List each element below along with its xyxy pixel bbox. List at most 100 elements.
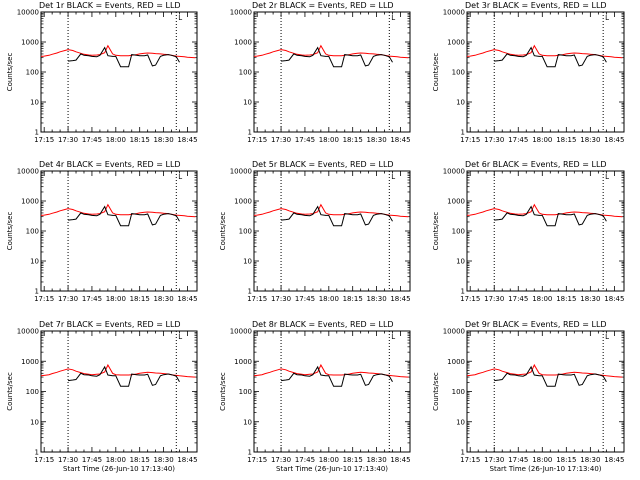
y-tick-label: 10000 (443, 9, 465, 17)
events-series-line (281, 205, 393, 227)
panel-title: Det 5r BLACK = Events, RED = LLD (252, 160, 394, 169)
x-tick-label: 17:15 (460, 456, 480, 464)
x-tick-label: 18:15 (130, 295, 150, 303)
x-tick-label: 17:30 (58, 456, 78, 464)
x-tick-label: 18:30 (366, 295, 386, 303)
x-tick-label: 18:00 (106, 136, 126, 144)
y-tick-label: 100 (452, 388, 465, 396)
x-tick-label: 17:45 (508, 456, 528, 464)
y-tick-label: 10000 (17, 168, 39, 176)
x-tick-label: 18:45 (390, 136, 410, 144)
events-series-line (494, 365, 607, 387)
y-tick-label: 1000 (447, 358, 465, 366)
x-tick-label: 18:00 (532, 295, 552, 303)
y-tick-label: 100 (239, 388, 252, 396)
x-tick-label: 18:30 (153, 456, 173, 464)
x-tick-label: 18:15 (130, 456, 150, 464)
y-tick-label: 10 (30, 258, 39, 266)
x-tick-label: 18:00 (319, 295, 339, 303)
y-tick-label: 10000 (17, 9, 39, 17)
panel-title: Det 7r BLACK = Events, RED = LLD (39, 320, 181, 329)
y-tick-label: 10 (243, 258, 252, 266)
panel: Det 5r BLACK = Events, RED = LLD 1 10 100 10… (219, 160, 411, 303)
time-marker-label: L (605, 173, 609, 181)
y-tick-label: 1 (248, 288, 252, 296)
x-tick-label: 17:30 (484, 295, 504, 303)
x-tick-label: 18:15 (343, 136, 363, 144)
y-tick-label: 10000 (443, 328, 465, 336)
y-tick-label: 1000 (21, 358, 39, 366)
x-tick-label: 18:30 (580, 295, 600, 303)
x-tick-label: 17:45 (295, 136, 315, 144)
y-tick-label: 1000 (21, 39, 39, 47)
events-series-line (68, 365, 180, 387)
x-tick-label: 17:45 (82, 456, 102, 464)
plot-frame (40, 330, 198, 453)
x-tick-label: 18:15 (556, 295, 576, 303)
panel: Det 4r BLACK = Events, RED = LLD 1 10 100 10… (6, 160, 198, 303)
x-tick-label: 17:15 (247, 456, 267, 464)
x-tick-label: 18:45 (177, 136, 197, 144)
y-tick-label: 100 (239, 69, 252, 77)
events-series-line (494, 46, 607, 68)
x-tick-label: 17:45 (82, 295, 102, 303)
y-tick-label: 10 (30, 418, 39, 426)
y-tick-label: 100 (452, 69, 465, 77)
x-tick-label: 17:15 (460, 136, 480, 144)
x-axis-label: Start Time (26-Jun-10 17:13:40) (490, 465, 602, 473)
x-tick-label: 18:30 (580, 456, 600, 464)
panel-title: Det 6r BLACK = Events, RED = LLD (465, 160, 607, 169)
y-tick-label: 10 (243, 99, 252, 107)
panel-title: Det 3r BLACK = Events, RED = LLD (465, 1, 607, 10)
panel: Det 1r BLACK = Events, RED = LLD 1 10 100 10… (6, 1, 198, 144)
plot-frame (466, 11, 625, 133)
x-tick-label: 18:30 (153, 136, 173, 144)
x-tick-label: 17:45 (508, 295, 528, 303)
x-tick-label: 18:15 (556, 456, 576, 464)
plot-frame (253, 11, 411, 133)
plot-frame (466, 170, 625, 292)
x-tick-label: 18:30 (366, 136, 386, 144)
x-tick-label: 17:15 (34, 295, 54, 303)
x-tick-label: 18:45 (604, 456, 624, 464)
y-tick-label: 10 (243, 418, 252, 426)
x-tick-label: 17:45 (508, 136, 528, 144)
y-tick-label: 1 (461, 449, 465, 457)
y-tick-label: 1 (35, 288, 39, 296)
x-tick-label: 18:00 (106, 456, 126, 464)
y-tick-label: 10000 (17, 328, 39, 336)
x-tick-label: 18:15 (556, 136, 576, 144)
x-axis-label: Start Time (26-Jun-10 17:13:40) (63, 465, 175, 473)
panel-title: Det 4r BLACK = Events, RED = LLD (39, 160, 181, 169)
x-tick-label: 17:30 (484, 136, 504, 144)
x-tick-label: 17:45 (295, 295, 315, 303)
x-tick-label: 17:30 (271, 136, 291, 144)
x-tick-label: 18:30 (366, 456, 386, 464)
panel-title: Det 8r BLACK = Events, RED = LLD (252, 320, 394, 329)
events-series-line (68, 205, 180, 227)
x-tick-label: 17:15 (34, 136, 54, 144)
time-marker-label: L (605, 333, 609, 341)
events-series-line (494, 205, 607, 227)
x-tick-label: 18:15 (130, 136, 150, 144)
y-tick-label: 10000 (443, 168, 465, 176)
y-tick-label: 1 (248, 449, 252, 457)
y-tick-label: 10 (30, 99, 39, 107)
x-tick-label: 18:45 (604, 295, 624, 303)
time-marker-label: L (391, 333, 395, 341)
y-tick-label: 10000 (230, 328, 252, 336)
time-marker-label: L (391, 14, 395, 22)
y-tick-label: 10000 (230, 168, 252, 176)
y-tick-label: 1 (461, 288, 465, 296)
panel: Det 8r BLACK = Events, RED = LLD 1 10 100 10… (219, 320, 411, 473)
x-tick-label: 17:15 (247, 295, 267, 303)
panel: Det 7r BLACK = Events, RED = LLD 1 10 100 10… (6, 320, 198, 473)
x-tick-label: 18:00 (532, 456, 552, 464)
y-axis-label: Counts/sec (432, 212, 440, 251)
panel: Det 2r BLACK = Events, RED = LLD 1 10 100 10… (230, 1, 411, 144)
y-axis-label: Counts/sec (6, 53, 14, 92)
panel: Det 3r BLACK = Events, RED = LLD 1 10 100 10… (432, 1, 625, 144)
panel-title: Det 2r BLACK = Events, RED = LLD (252, 1, 394, 10)
x-tick-label: 18:45 (390, 295, 410, 303)
